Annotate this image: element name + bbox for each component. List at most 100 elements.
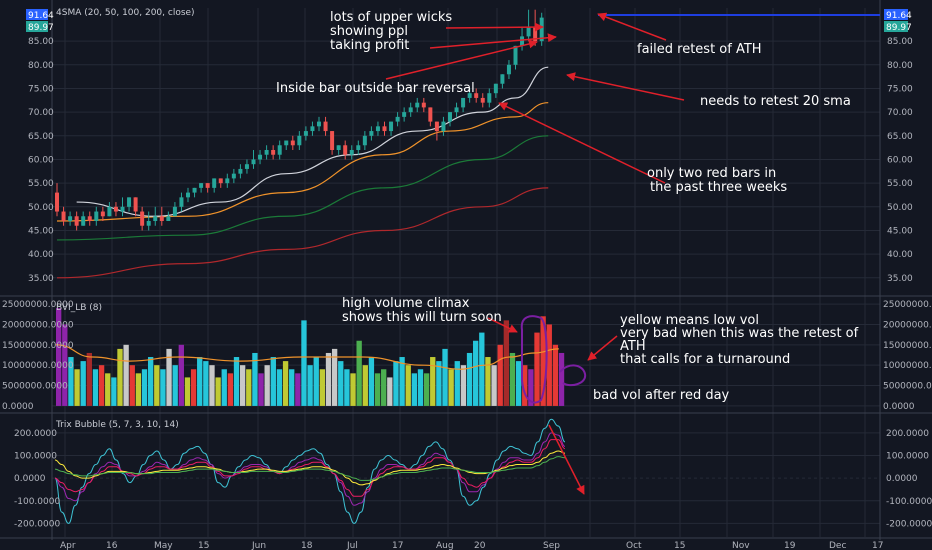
price-tick-right: 50.00	[887, 203, 913, 213]
volume-bar	[301, 320, 307, 406]
candle-body	[218, 178, 223, 184]
volume-bar	[160, 369, 166, 406]
volume-bar	[399, 357, 405, 406]
arrow-red-bars	[498, 102, 666, 184]
candle-body	[87, 216, 92, 221]
price-tick-left: 65.00	[28, 132, 54, 142]
note-red-bars-2: the past three weeks	[650, 180, 787, 195]
candle-body	[480, 97, 485, 103]
volume-bar	[184, 377, 191, 406]
volume-average-line	[55, 344, 559, 370]
price-tick-left: 60.00	[28, 155, 54, 165]
candle-body	[238, 168, 243, 174]
candle-body	[474, 93, 479, 98]
volume-bar	[423, 373, 430, 406]
price-pane-title: 4SMA (20, 50, 100, 200, close)	[56, 8, 195, 18]
x-tick-label: 19	[784, 541, 796, 550]
volume-bar	[105, 373, 111, 406]
candle-body	[113, 206, 118, 212]
volume-bar	[221, 369, 227, 406]
arrow-retest-sma	[566, 72, 685, 101]
candle-body	[448, 112, 452, 122]
vol-tick-right: 5000000.0000	[883, 382, 932, 392]
note-yellow-3: ATH	[620, 339, 646, 354]
note-inside-bar: Inside bar outside bar reversal	[276, 81, 475, 96]
vol-tick-right: 20000000.0000	[883, 320, 932, 330]
trix-pane-title: Trix Bubble (5, 7, 3, 10, 14)	[55, 420, 179, 430]
volume-bar	[344, 369, 350, 406]
volume-bar	[123, 344, 129, 406]
candle-body	[526, 26, 531, 37]
vol-tick-right: 25000000.0000	[883, 300, 932, 310]
volume-bar	[276, 369, 283, 406]
grid	[52, 8, 880, 537]
x-axis: Apr 16 May 15 Jun 18 Jul 17 Aug 20 Sep Oct 15 Nov 19 De…	[60, 541, 883, 550]
candle-body	[179, 197, 184, 207]
candle-body	[284, 140, 289, 146]
candle-body	[520, 36, 525, 46]
x-tick-label: 16	[106, 541, 118, 550]
candle-body	[146, 221, 151, 226]
price-tick-right: 80.00	[887, 61, 913, 71]
price-tick-right: 35.00	[887, 274, 913, 284]
trix-series-1	[54, 418, 566, 524]
x-tick-label: Nov	[732, 541, 750, 550]
volume-bar	[215, 377, 221, 406]
arrow-failed-retest	[597, 12, 667, 41]
price-tick-left: 40.00	[28, 250, 54, 260]
volume-bar	[313, 357, 319, 406]
candle-body	[310, 126, 315, 132]
last-tag-left: 89.97	[28, 23, 54, 33]
price-tick-right: 60.00	[887, 155, 913, 165]
volume-bar	[558, 352, 565, 406]
volume-pane[interactable]	[55, 308, 565, 406]
volume-bar	[405, 365, 411, 406]
volume-bar	[491, 365, 497, 406]
candle-body	[61, 211, 66, 221]
candle-body	[323, 121, 328, 132]
annotation-arrows	[385, 12, 880, 495]
price-tick-left: 70.00	[28, 108, 54, 118]
arrow-trix-down	[548, 424, 585, 495]
volume-bar	[534, 332, 540, 406]
vol-tick-left: 0.0000	[2, 402, 34, 412]
candle-body	[434, 121, 439, 132]
candle-body	[395, 116, 400, 122]
candle-body	[330, 131, 335, 150]
volume-bar	[227, 373, 234, 406]
trix-pane[interactable]	[54, 418, 566, 524]
trix-tick-left: 100.0000	[14, 451, 57, 461]
trix-tick-right: 0.0000	[886, 474, 918, 484]
candle-body	[317, 121, 321, 127]
arrow-inside-bar	[385, 39, 538, 80]
arrow-wicks-1	[445, 22, 544, 32]
trix-series-4	[54, 450, 566, 486]
volume-bar	[307, 365, 313, 406]
note-wicks-1: lots of upper wicks	[330, 10, 452, 25]
volume-bar	[356, 340, 362, 406]
volume-bar	[154, 365, 160, 406]
vol-tick-left: 15000000.0000	[2, 341, 74, 351]
candle-body	[513, 45, 518, 65]
volume-bar	[209, 365, 215, 406]
candle-body	[205, 183, 210, 188]
trix-tick-right: 200.0000	[886, 429, 929, 439]
volume-bar	[460, 365, 467, 406]
volume-bar	[147, 357, 154, 406]
price-pane[interactable]	[55, 9, 549, 279]
candle-body	[402, 112, 407, 117]
candle-body	[159, 216, 164, 221]
volume-bar	[515, 361, 522, 406]
volume-bar	[172, 365, 178, 406]
x-tick-label: Oct	[626, 541, 642, 550]
volume-bar	[190, 369, 197, 406]
last-tag-left-bg	[26, 21, 48, 32]
candle-body	[172, 206, 177, 217]
price-tick-left: 35.00	[28, 274, 54, 284]
sma-50-line	[56, 102, 549, 222]
candle-body	[225, 178, 230, 184]
trix-tick-left: -100.0000	[14, 497, 60, 507]
note-red-bars-1: only two red bars in	[647, 166, 776, 181]
